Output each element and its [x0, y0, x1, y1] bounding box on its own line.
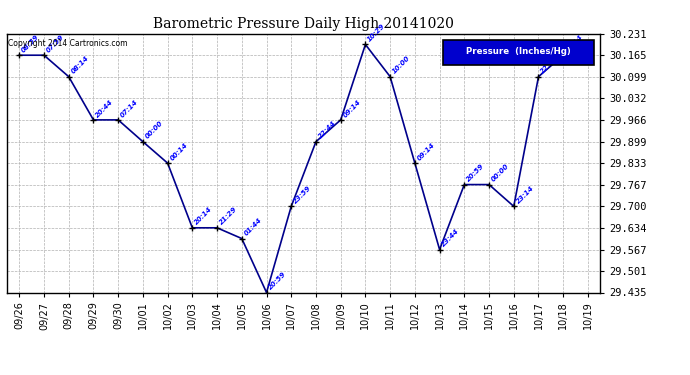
Text: 08:59: 08:59	[21, 34, 41, 54]
Text: 23:59: 23:59	[293, 185, 313, 205]
Text: Copyright 2014 Cartronics.com: Copyright 2014 Cartronics.com	[8, 39, 128, 48]
Text: 22:14: 22:14	[540, 55, 560, 75]
Text: 08:14: 08:14	[564, 34, 584, 54]
Text: 20:59: 20:59	[268, 271, 288, 291]
Text: 21:29: 21:29	[218, 206, 238, 226]
Text: 00:00: 00:00	[144, 120, 164, 140]
Title: Barometric Pressure Daily High 20141020: Barometric Pressure Daily High 20141020	[153, 17, 454, 31]
Text: 10:00: 10:00	[391, 55, 411, 75]
Text: 23:14: 23:14	[515, 185, 535, 205]
Text: 20:59: 20:59	[466, 163, 486, 183]
Text: 08:14: 08:14	[70, 55, 90, 75]
Text: Pressure  (Inches/Hg): Pressure (Inches/Hg)	[466, 47, 571, 56]
Text: 09:14: 09:14	[342, 98, 362, 118]
Text: 20:44: 20:44	[95, 98, 115, 118]
FancyBboxPatch shape	[443, 40, 594, 65]
Text: 09:14: 09:14	[416, 141, 436, 162]
Text: 07:59: 07:59	[46, 34, 65, 54]
Text: 10:29: 10:29	[366, 23, 386, 43]
Text: 20:14: 20:14	[194, 206, 213, 226]
Text: 23:44: 23:44	[441, 228, 461, 248]
Text: 00:00: 00:00	[491, 163, 510, 183]
Text: 00:14: 00:14	[169, 141, 189, 162]
Text: 01:44: 01:44	[243, 217, 263, 237]
Text: 22:44: 22:44	[317, 120, 337, 140]
Text: 07:14: 07:14	[119, 98, 139, 118]
